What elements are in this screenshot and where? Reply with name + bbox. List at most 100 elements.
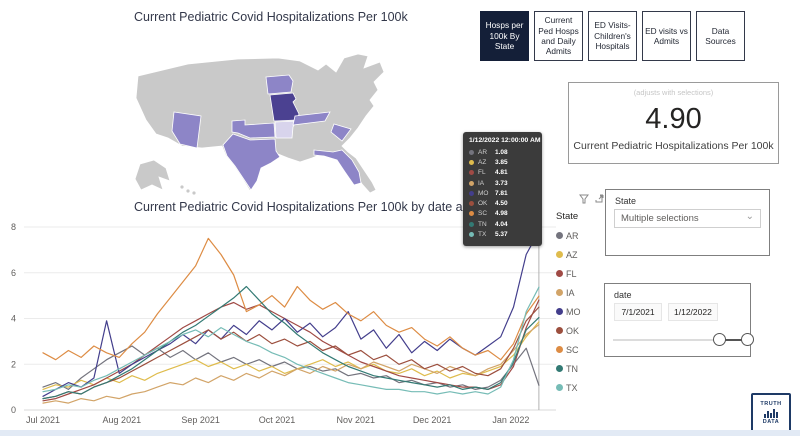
date-slicer-label: date: [614, 290, 632, 300]
tooltip-row-TN: TN 4.04: [469, 219, 536, 229]
tooltip-rows: AR 1.08 AZ 3.85 FL 4.81 IA 3.73 MO 7.81 OK 4.50 SC 4.…: [469, 147, 536, 240]
series-line-TN[interactable]: [42, 285, 540, 400]
map-state-AK[interactable]: [134, 159, 171, 191]
y-axis-tick: 6: [11, 268, 16, 278]
tooltip-row-AZ: AZ 3.85: [469, 157, 536, 167]
x-axis-tick: Dec 2021: [413, 415, 452, 425]
map-state-AR[interactable]: [274, 120, 297, 139]
kpi-note: (adjusts with selections): [633, 88, 714, 97]
series-line-MO[interactable]: [42, 230, 540, 397]
series-dot-icon: [469, 201, 474, 207]
series-line-TX[interactable]: [42, 286, 540, 395]
map-state-TX[interactable]: [222, 133, 281, 191]
map-chart-title: Current Pediatric Covid Hospitalizations…: [134, 10, 408, 24]
legend-item-OK[interactable]: OK: [556, 321, 604, 340]
series-dot-icon: [469, 221, 474, 227]
series-dot-icon: [556, 384, 563, 391]
tooltip-row-MO: MO 7.81: [469, 188, 536, 198]
series-line-OK[interactable]: [42, 306, 540, 400]
y-axis-tick: 2: [11, 359, 16, 369]
slider-track: [613, 339, 738, 341]
series-dot-icon: [469, 232, 474, 238]
bottom-strip: [0, 430, 800, 436]
tab-ed-visits-vs-admits[interactable]: ED visits vs Admits: [642, 11, 691, 61]
legend-item-AR[interactable]: AR: [556, 226, 604, 245]
legend-item-TN[interactable]: TN: [556, 359, 604, 378]
state-slicer-label: State: [615, 196, 637, 206]
series-dot-icon: [469, 180, 474, 186]
legend-items: AR AZ FL IA MO OK SC TN TX: [556, 226, 604, 397]
slider-handle-end[interactable]: [741, 333, 754, 346]
date-slicer-card: date 7/1/2021 1/12/2022: [604, 283, 754, 357]
legend-item-FL[interactable]: FL: [556, 264, 604, 283]
series-dot-icon: [556, 270, 563, 277]
x-axis-tick: Jan 2022: [492, 415, 529, 425]
slider-handle-start[interactable]: [713, 333, 726, 346]
legend-title: State: [556, 211, 579, 222]
bar-chart-icon: [764, 408, 778, 418]
series-dot-icon: [469, 190, 474, 196]
logo-text-truth: TRUTH: [760, 401, 782, 408]
tab-hosps-per-100k-by-state[interactable]: Hosps per 100k By State: [480, 11, 529, 61]
series-dot-icon: [556, 308, 563, 315]
chevron-down-icon: ⌄: [745, 211, 754, 222]
tooltip-row-TX: TX 5.37: [469, 229, 536, 239]
series-dot-icon: [556, 232, 563, 239]
legend-item-TX[interactable]: TX: [556, 378, 604, 397]
filter-icon[interactable]: [579, 194, 589, 204]
map-state-OK[interactable]: [231, 119, 276, 139]
series-dot-icon: [469, 211, 474, 217]
tooltip-row-AR: AR 1.08: [469, 147, 536, 157]
legend-item-AZ[interactable]: AZ: [556, 245, 604, 264]
kpi-label: Current Pediatric Hospitalizations Per 1…: [573, 140, 774, 152]
y-axis-tick: 4: [11, 314, 16, 324]
truth-in-data-logo: TRUTH DATA: [751, 393, 791, 433]
state-dropdown[interactable]: Multiple selections ⌄: [614, 209, 761, 228]
series-dot-icon: [469, 170, 474, 176]
tooltip-row-OK: OK 4.50: [469, 198, 536, 208]
date-range-slider[interactable]: [613, 329, 754, 351]
series-dot-icon: [556, 289, 563, 296]
legend-item-IA[interactable]: IA: [556, 283, 604, 302]
series-dot-icon: [556, 327, 563, 334]
us-choropleth-map[interactable]: [128, 48, 462, 198]
line-chart-title: Current Pediatric Covid Hospitalizations…: [134, 200, 510, 214]
state-slicer-card: State Multiple selections ⌄: [605, 189, 770, 256]
x-axis-tick: Jul 2021: [26, 415, 60, 425]
map-state-IA[interactable]: [265, 74, 294, 95]
y-axis-tick: 8: [11, 222, 16, 232]
x-axis-tick: Nov 2021: [337, 415, 376, 425]
series-dot-icon: [556, 251, 563, 258]
legend-item-SC[interactable]: SC: [556, 340, 604, 359]
tooltip-row-SC: SC 4.98: [469, 209, 536, 219]
date-start-input[interactable]: 7/1/2021: [614, 303, 662, 321]
tab-data-sources[interactable]: Data Sources: [696, 11, 745, 61]
legend-item-MO[interactable]: MO: [556, 302, 604, 321]
state-dropdown-value: Multiple selections: [621, 213, 699, 224]
x-axis-tick: Oct 2021: [259, 415, 296, 425]
map-state-TN[interactable]: [292, 111, 331, 126]
focus-mode-icon[interactable]: [594, 194, 604, 204]
tooltip-row-FL: FL 4.81: [469, 168, 536, 178]
series-dot-icon: [469, 159, 474, 165]
series-dot-icon: [469, 149, 474, 155]
series-line-SC[interactable]: [42, 237, 540, 361]
series-line-AZ[interactable]: [42, 321, 540, 390]
kpi-card: (adjusts with selections) 4.90 Current P…: [568, 82, 779, 164]
series-dot-icon: [556, 365, 563, 372]
tab-current-ped-hosps-daily-admits[interactable]: Current Ped Hosps and Daily Admits: [534, 11, 583, 61]
tab-ed-visits-childrens-hospitals[interactable]: ED Visits- Children's Hospitals: [588, 11, 637, 61]
kpi-value: 4.90: [645, 103, 702, 135]
map-state-HI[interactable]: [180, 185, 196, 195]
line-chart-legend: State AR AZ FL IA MO OK SC TN TX: [556, 194, 604, 397]
map-state-AZ[interactable]: [171, 111, 202, 149]
series-line-FL[interactable]: [42, 299, 540, 402]
map-state-MO[interactable]: [269, 92, 300, 122]
map-state-SC[interactable]: [330, 123, 352, 142]
logo-text-data: DATA: [762, 418, 780, 425]
chart-tooltip: 1/12/2022 12:00:00 AM AR 1.08 AZ 3.85 FL 4.81…: [463, 132, 542, 246]
date-end-input[interactable]: 1/12/2022: [668, 303, 718, 321]
line-chart[interactable]: 0 2 4 6 8 Jul 2021 Aug 2021 Sep 2021 Oct 2021 Nov…: [0, 218, 620, 430]
map-state-FL[interactable]: [313, 149, 362, 186]
